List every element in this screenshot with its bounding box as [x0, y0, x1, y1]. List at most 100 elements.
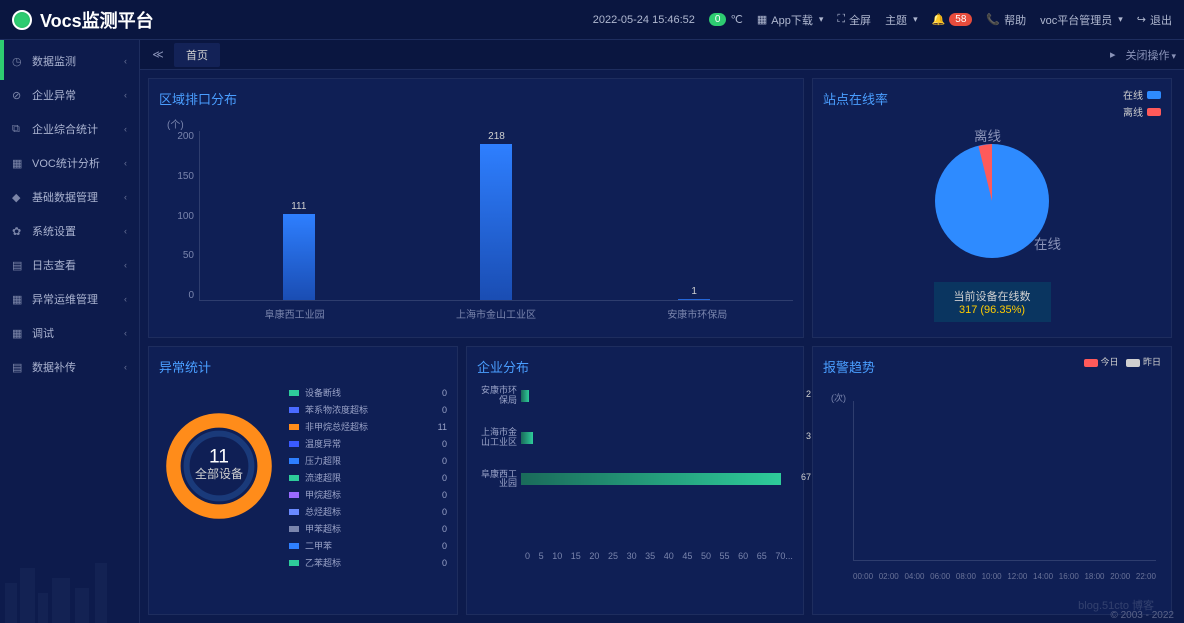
anomaly-swatch: [289, 526, 299, 532]
bar-value: 218: [488, 131, 505, 142]
trend-plot: [853, 401, 1156, 561]
anomaly-row: 流速超限0: [289, 471, 447, 484]
sidebar-label: 日志查看: [32, 257, 76, 273]
gear-icon: ✿: [12, 225, 24, 237]
legend-row: 离线: [1123, 104, 1161, 119]
anomaly-name: 甲苯超标: [305, 522, 436, 535]
alert-button[interactable]: 🔔 58: [932, 13, 973, 26]
bar-value: 1: [691, 286, 697, 297]
chevron-left-icon: ‹: [124, 124, 127, 134]
ops-icon: ▦: [12, 293, 24, 305]
online-title: 站点在线率: [823, 89, 1161, 108]
close-ops-menu[interactable]: 关闭操作: [1125, 47, 1176, 63]
sidebar-item-7[interactable]: ▦异常运维管理‹: [0, 282, 139, 316]
bar-col: 1: [596, 131, 792, 300]
legend-label: 在线: [1123, 87, 1143, 102]
region-panel: 区域排口分布 (个) 200150100500 1112181 阜康西工业园上海…: [148, 78, 804, 338]
anomaly-swatch: [289, 424, 299, 430]
sidebar-item-3[interactable]: ▦VOC统计分析‹: [0, 146, 139, 180]
anomaly-name: 设备断线: [305, 386, 436, 399]
hbar-track: 2: [521, 390, 793, 402]
anomaly-value: 11: [438, 422, 447, 432]
hbar-label: 阜康西工 业园: [477, 470, 521, 490]
bars-area: 111 218 1: [199, 131, 793, 301]
sidebar-item-5[interactable]: ✿系统设置‹: [0, 214, 139, 248]
app-download-menu[interactable]: ▦ App下载: [757, 12, 824, 28]
datetime: 2022-05-24 15:46:52: [593, 14, 695, 26]
fullscreen-button[interactable]: ⛶ 全屏: [837, 12, 871, 28]
anomaly-value: 0: [442, 558, 447, 568]
anomaly-value: 0: [442, 524, 447, 534]
anomaly-swatch: [289, 475, 299, 481]
hbar-row: 安康市环 保局2: [477, 386, 793, 406]
y-axis: 200150100500: [159, 131, 194, 301]
hbar-x-axis: 0510152025303540455055606570...: [525, 551, 793, 561]
trend-legend-item: 昨日: [1126, 355, 1161, 368]
bar: [678, 299, 710, 300]
anomaly-row: 二甲苯0: [289, 539, 447, 552]
legend-swatch: [1126, 359, 1140, 367]
sidebar-label: 数据监测: [32, 53, 76, 69]
anomaly-value: 0: [442, 456, 447, 466]
x-label: 阜康西工业园: [265, 306, 325, 321]
sidebar-item-1[interactable]: ⊘企业异常‹: [0, 78, 139, 112]
header-bar: Vocs监测平台 2022-05-24 15:46:52 0 ℃ ▦ App下载…: [0, 0, 1184, 40]
chevron-left-icon: ‹: [124, 328, 127, 338]
trend-x-axis: 00:0002:0004:0006:0008:0010:0012:0014:00…: [853, 572, 1156, 581]
bar-col: 111: [201, 131, 397, 300]
chevron-left-icon: ‹: [124, 90, 127, 100]
anomaly-row: 甲烷超标0: [289, 488, 447, 501]
city-silhouette: [0, 543, 140, 623]
hbar-fill: 3: [521, 432, 533, 444]
sidebar-label: 企业综合统计: [32, 121, 98, 137]
sidebar-item-9[interactable]: ▤数据补传‹: [0, 350, 139, 384]
anomaly-name: 温度异常: [305, 437, 436, 450]
bar: [283, 214, 315, 300]
sidebar-label: 系统设置: [32, 223, 76, 239]
sidebar-label: 基础数据管理: [32, 189, 98, 205]
anomaly-name: 乙苯超标: [305, 556, 436, 569]
sidebar-item-4[interactable]: ◆基础数据管理‹: [0, 180, 139, 214]
anomaly-row: 苯系物浓度超标0: [289, 403, 447, 416]
logout-button[interactable]: ↪ 退出: [1137, 12, 1172, 28]
hbar-row: 上海市金 山工业区3: [477, 428, 793, 448]
db-icon: ◆: [12, 191, 24, 203]
anomaly-name: 非甲烷总烃超标: [305, 420, 432, 433]
theme-menu[interactable]: 主题: [885, 12, 918, 28]
anomaly-swatch: [289, 560, 299, 566]
sidebar-collapse-button[interactable]: ≪: [148, 48, 168, 61]
warn-icon: ⊘: [12, 89, 24, 101]
sidebar-item-2[interactable]: ⧉企业综合统计‹: [0, 112, 139, 146]
log-icon: ▤: [12, 259, 24, 271]
chevron-left-icon: ‹: [124, 294, 127, 304]
anomaly-row: 乙苯超标 0: [289, 556, 447, 569]
online-label: 在线: [1034, 237, 1061, 252]
anomaly-row: 温度异常0: [289, 437, 447, 450]
help-button[interactable]: 📞 帮助: [986, 12, 1026, 28]
legend-swatch: [1147, 91, 1161, 99]
bar-col: 218: [399, 131, 595, 300]
grid-icon: ▦: [12, 157, 24, 169]
online-panel: 站点在线率 在线离线 离线 在线 当前设备在线数 317 (96.35%): [812, 78, 1172, 338]
x-axis: 阜康西工业园上海市金山工业区安康市环保局: [199, 306, 793, 321]
caption-line2: 317 (96.35%): [954, 304, 1031, 316]
sidebar-label: VOC统计分析: [32, 155, 100, 171]
sidebar-item-8[interactable]: ▦调试‹: [0, 316, 139, 350]
hbar-value: 3: [806, 431, 811, 441]
user-menu[interactable]: voc平台管理员: [1040, 12, 1123, 28]
anomaly-value: 0: [442, 388, 447, 398]
enterprise-title: 企业分布: [477, 357, 793, 376]
sidebar-item-6[interactable]: ▤日志查看‹: [0, 248, 139, 282]
sidebar-item-0[interactable]: ◷数据监测‹: [0, 44, 139, 78]
anomaly-swatch: [289, 543, 299, 549]
anomaly-title: 异常统计: [159, 357, 447, 376]
anomaly-swatch: [289, 407, 299, 413]
main-area: ≪ 首页 ▸ 关闭操作 区域排口分布 (个) 200150100500 1112…: [140, 40, 1184, 623]
chevron-left-icon: ‹: [124, 362, 127, 372]
hbar-label: 安康市环 保局: [477, 386, 521, 406]
tab-next-button[interactable]: ▸: [1110, 48, 1116, 61]
logo: Vocs监测平台: [12, 7, 154, 33]
footer: © 2003 - 2022: [1110, 610, 1174, 621]
tab-home[interactable]: 首页: [174, 43, 220, 67]
anomaly-list: 设备断线0苯系物浓度超标0非甲烷总烃超标11温度异常0压力超限0流速超限0甲烷超…: [289, 386, 447, 573]
